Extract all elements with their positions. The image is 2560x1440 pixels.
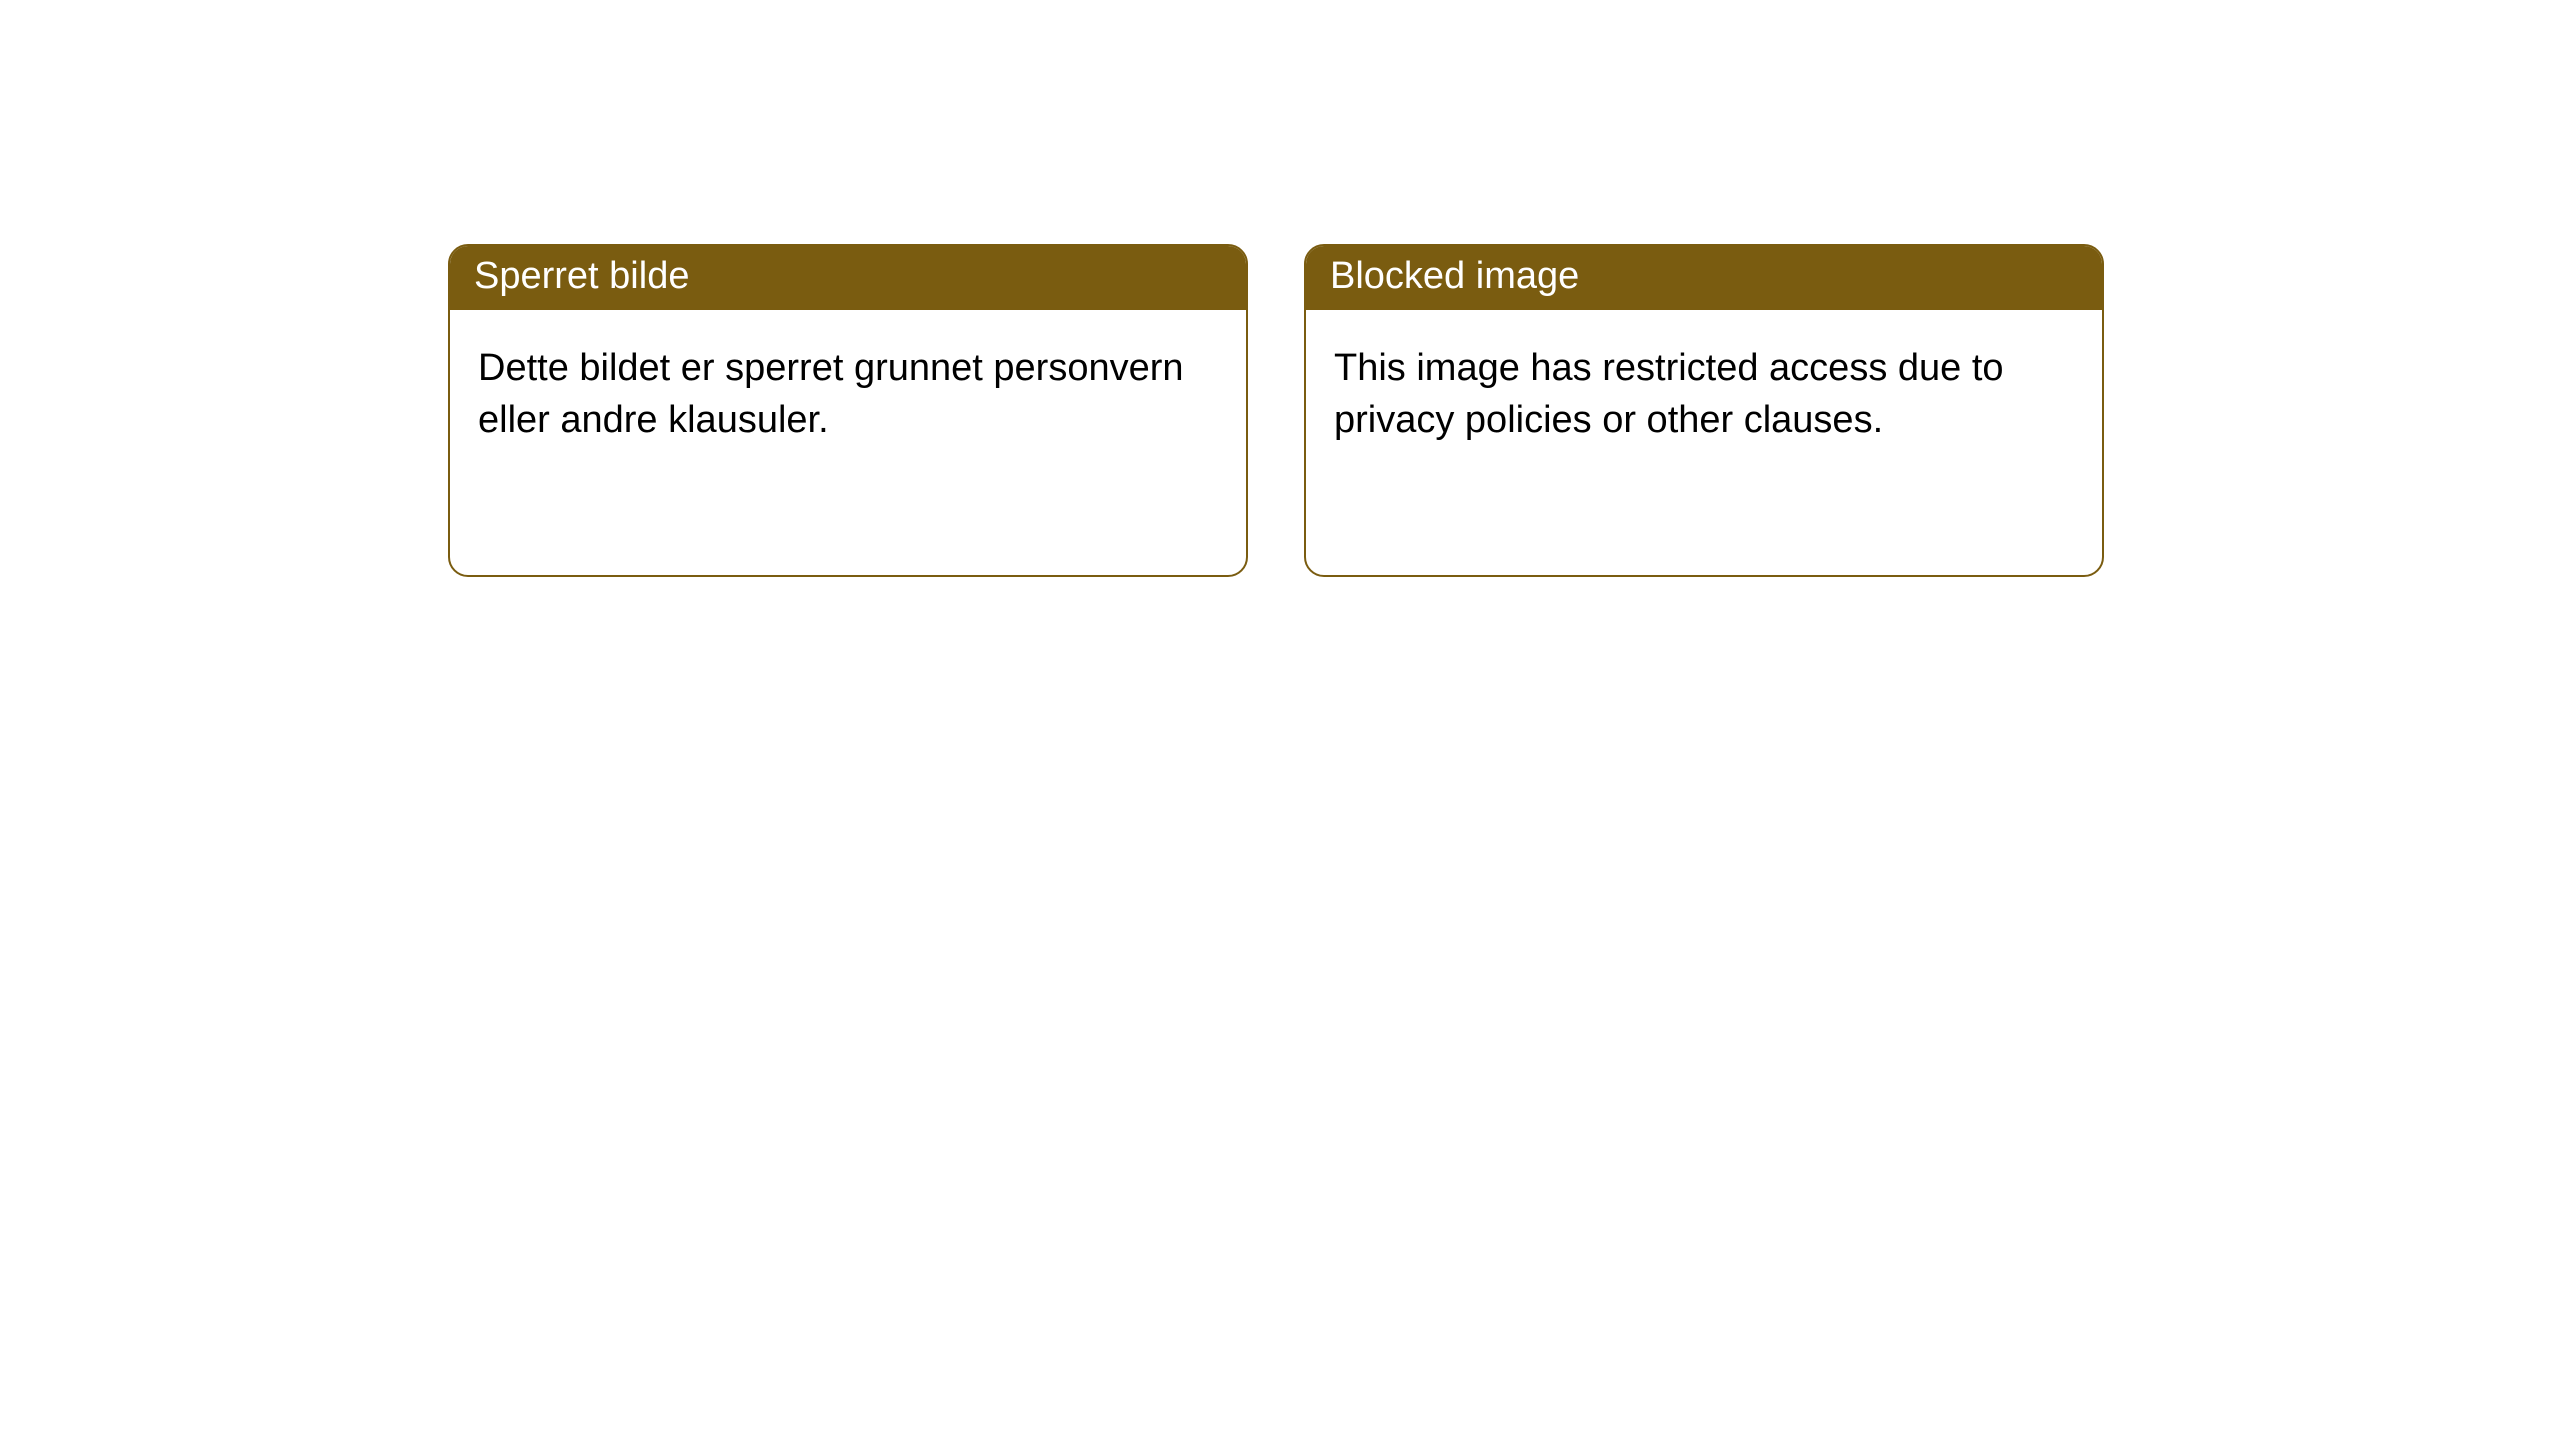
panel-title: Sperret bilde xyxy=(474,255,689,297)
panel-body-text: Dette bildet er sperret grunnet personve… xyxy=(478,347,1184,441)
panel-body-text: This image has restricted access due to … xyxy=(1334,347,2004,441)
notice-panels-container: Sperret bilde Dette bildet er sperret gr… xyxy=(448,244,2104,577)
panel-title: Blocked image xyxy=(1330,255,1579,297)
notice-panel-norwegian: Sperret bilde Dette bildet er sperret gr… xyxy=(448,244,1248,577)
panel-header: Sperret bilde xyxy=(450,246,1246,310)
panel-header: Blocked image xyxy=(1306,246,2102,310)
panel-body: This image has restricted access due to … xyxy=(1306,310,2102,475)
panel-body: Dette bildet er sperret grunnet personve… xyxy=(450,310,1246,475)
notice-panel-english: Blocked image This image has restricted … xyxy=(1304,244,2104,577)
